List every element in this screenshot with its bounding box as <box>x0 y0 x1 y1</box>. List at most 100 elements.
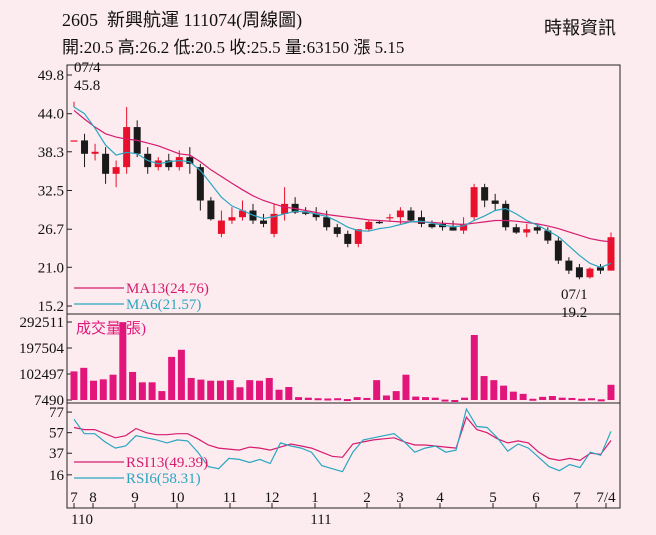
volume-bar <box>451 399 459 402</box>
candle-body <box>344 233 352 244</box>
data-source: 時報資訊 <box>544 18 616 38</box>
volume-bar <box>548 396 556 400</box>
volume-bar <box>490 380 498 400</box>
ma13-line <box>73 109 612 243</box>
candle-body <box>175 157 183 168</box>
candle-body <box>554 240 562 261</box>
x-tick-label: 4 <box>436 490 444 506</box>
candle-body <box>70 140 78 142</box>
candle-body <box>407 210 415 221</box>
candle-body <box>449 227 457 231</box>
volume-bar <box>529 398 537 401</box>
candle-body <box>302 212 310 214</box>
candle-body <box>354 229 362 244</box>
x-tick-label: 6 <box>532 490 540 506</box>
chart-period: 111074(周線圖) <box>183 10 303 30</box>
candle-body <box>81 140 89 154</box>
candle-body <box>375 221 383 224</box>
volume-bar <box>461 397 469 400</box>
candle-body <box>470 187 478 218</box>
price-tick-label: 15.2 <box>38 299 64 315</box>
volume-bar <box>558 397 566 400</box>
volume-bar <box>431 397 439 400</box>
rsi-tick-label: 37 <box>49 446 65 462</box>
candle-body <box>586 268 594 278</box>
volume-bar <box>109 374 117 400</box>
volume-bar <box>177 349 185 400</box>
candle-body <box>575 267 583 278</box>
volume-bar <box>607 384 615 400</box>
volume-bar <box>568 397 576 400</box>
candle-body <box>491 200 499 204</box>
volume-bar <box>343 399 351 402</box>
volume-bar <box>90 380 98 400</box>
volume-bar <box>500 385 508 400</box>
price-tick-label: 38.3 <box>38 145 64 161</box>
volume-bar <box>539 396 547 400</box>
volume-bar <box>324 398 332 401</box>
price-tick-label: 49.8 <box>38 68 64 84</box>
candle-body <box>260 220 268 224</box>
volume-bar <box>421 397 429 400</box>
volume-bar <box>597 399 605 402</box>
volume-bar <box>363 397 371 400</box>
candle-body <box>512 227 520 233</box>
x-year-label: 110 <box>71 512 93 528</box>
candle-body <box>281 203 289 214</box>
volume-bar <box>99 379 107 400</box>
x-tick-label: 7 <box>573 490 581 506</box>
close-price: 收:25.5 <box>229 38 281 57</box>
ma6-line <box>73 106 612 268</box>
candle-body <box>186 157 194 164</box>
price-tick-label: 44.0 <box>38 107 64 123</box>
price-legend-label: MA6(21.57) <box>126 297 201 313</box>
rsi-tick-label: 16 <box>49 468 65 484</box>
open-price: 開:20.5 <box>62 38 114 57</box>
price-tick-label: 21.0 <box>38 260 64 276</box>
volume-bar <box>509 391 517 400</box>
volume-bar <box>148 382 156 400</box>
volume-tick-label: 292511 <box>20 315 64 331</box>
x-tick-label: 3 <box>396 490 404 506</box>
candle-body <box>91 151 99 154</box>
stock-name: 新興航運 <box>107 10 179 30</box>
volume-bar <box>216 380 224 400</box>
x-year-label: 111 <box>310 512 331 528</box>
candle-body <box>523 229 531 233</box>
candle-body <box>333 227 341 234</box>
candle-body <box>596 267 604 271</box>
volume-bar <box>441 399 449 402</box>
volume-bar <box>402 374 410 400</box>
stock-code: 2605 <box>62 10 98 30</box>
volume-bar <box>187 377 195 400</box>
candle-body <box>323 217 331 228</box>
rsi-legend-label: RSI6(58.31) <box>126 471 201 487</box>
volume-bar <box>256 380 264 400</box>
x-tick-label: 5 <box>489 490 497 506</box>
candle-body <box>312 213 320 218</box>
high-date-label: 07/4 <box>74 60 101 76</box>
volume-bar <box>373 380 381 400</box>
candle-body <box>365 221 373 230</box>
price-change: 漲 5.15 <box>353 38 405 57</box>
x-tick-label: 7 <box>70 490 78 506</box>
candle-body <box>207 200 215 220</box>
x-tick-label: 9 <box>131 490 139 506</box>
volume-bar <box>236 387 244 400</box>
volume-stat: 量:63150 <box>284 38 350 57</box>
volume-bar <box>412 396 420 400</box>
candle-body <box>196 167 204 201</box>
candle-body <box>228 217 236 221</box>
high-value-label: 45.8 <box>74 78 100 94</box>
volume-bar <box>207 380 215 400</box>
x-tick-label: 11 <box>223 490 237 506</box>
volume-bar <box>353 397 361 400</box>
candle-body <box>396 210 404 218</box>
x-tick-label: 2 <box>363 490 371 506</box>
x-tick-label: 10 <box>170 490 185 506</box>
rsi13-line <box>73 415 612 462</box>
candle-body <box>544 230 552 241</box>
volume-title: 成交量(張) <box>76 319 146 337</box>
volume-bar <box>470 335 478 400</box>
